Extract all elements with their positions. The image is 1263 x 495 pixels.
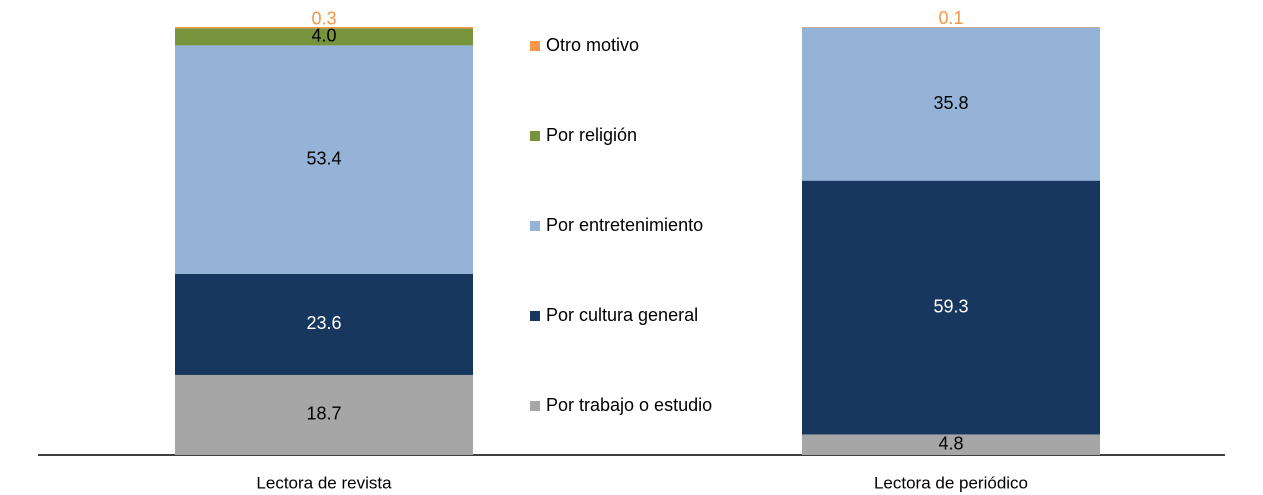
bar-segment: [802, 180, 1100, 435]
x-tick-label: Lectora de revista: [256, 473, 392, 492]
bar-segment: [802, 27, 1100, 181]
bar-segment: [802, 434, 1100, 455]
legend-label: Otro motivo: [546, 35, 639, 55]
data-label: 0.1: [938, 8, 963, 28]
legend-swatch: [530, 401, 540, 411]
bar-segment: [175, 273, 473, 375]
legend-label: Por entretenimiento: [546, 215, 703, 235]
legend-label: Por cultura general: [546, 305, 698, 325]
data-label: 4.8: [938, 433, 963, 453]
data-label: 23.6: [306, 313, 341, 333]
legend-swatch: [530, 311, 540, 321]
legend-label: Por religión: [546, 125, 637, 145]
bar-segment: [175, 28, 473, 46]
bar-segment: [175, 374, 473, 455]
legend-swatch: [530, 41, 540, 51]
data-label: 59.3: [933, 296, 968, 316]
bar-segment: [175, 45, 473, 274]
data-label: 0.3: [311, 8, 336, 28]
legend-label: Por trabajo o estudio: [546, 395, 712, 415]
x-tick-label: Lectora de periódico: [874, 473, 1028, 492]
legend-swatch: [530, 221, 540, 231]
data-label: 53.4: [306, 148, 341, 168]
data-label: 4.0: [311, 26, 336, 46]
data-label: 18.7: [306, 404, 341, 424]
data-label: 35.8: [933, 93, 968, 113]
bar-segment: [175, 27, 473, 29]
legend-swatch: [530, 131, 540, 141]
